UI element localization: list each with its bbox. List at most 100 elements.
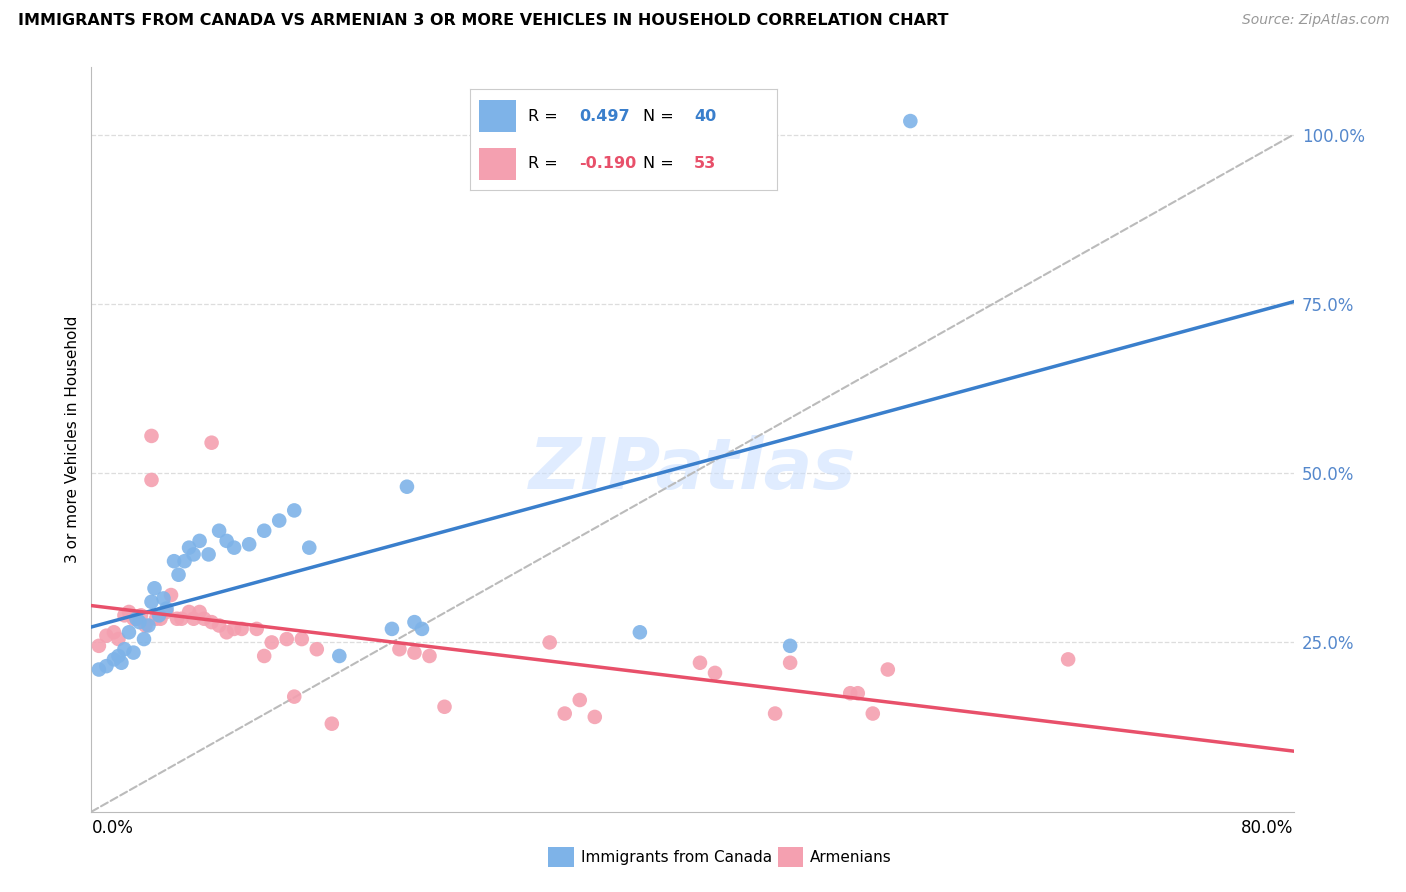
Point: [107, 648, 129, 663]
Point: [395, 480, 418, 494]
Point: [404, 615, 426, 629]
Point: [411, 622, 433, 636]
Point: [208, 524, 231, 538]
Point: [125, 612, 148, 626]
Point: [155, 605, 177, 619]
Point: [167, 567, 190, 582]
Point: [114, 642, 136, 657]
Point: [418, 648, 440, 663]
Point: [132, 632, 155, 646]
Point: [246, 622, 269, 636]
Point: [433, 699, 456, 714]
Text: 80.0%: 80.0%: [1241, 819, 1294, 838]
Point: [110, 656, 132, 670]
Point: [149, 612, 172, 626]
Point: [269, 514, 291, 528]
Point: [704, 665, 727, 680]
Point: [628, 625, 651, 640]
Text: IMMIGRANTS FROM CANADA VS ARMENIAN 3 OR MORE VEHICLES IN HOUSEHOLD CORRELATION C: IMMIGRANTS FROM CANADA VS ARMENIAN 3 OR …: [18, 13, 949, 29]
Point: [238, 537, 260, 551]
Point: [862, 706, 884, 721]
Point: [1057, 652, 1080, 666]
Point: [141, 473, 163, 487]
Point: [201, 435, 224, 450]
Point: [87, 663, 110, 677]
Point: [846, 686, 869, 700]
Point: [163, 554, 186, 568]
Point: [321, 716, 343, 731]
Point: [118, 605, 141, 619]
Point: [283, 690, 305, 704]
Point: [103, 625, 125, 640]
Point: [538, 635, 561, 649]
Point: [166, 612, 188, 626]
Point: [215, 533, 238, 548]
Point: [87, 639, 110, 653]
Point: [148, 608, 170, 623]
Point: [253, 648, 276, 663]
Point: [689, 656, 711, 670]
Point: [291, 632, 314, 646]
Point: [260, 635, 283, 649]
Point: [96, 659, 118, 673]
Text: Armenians: Armenians: [810, 850, 891, 864]
Text: ZIPatlas: ZIPatlas: [529, 434, 856, 504]
Point: [779, 656, 801, 670]
Point: [107, 632, 129, 646]
Point: [224, 541, 246, 555]
Point: [155, 601, 177, 615]
Point: [188, 605, 211, 619]
Point: [224, 622, 246, 636]
Point: [208, 618, 231, 632]
Point: [583, 710, 606, 724]
Point: [118, 625, 141, 640]
Point: [404, 646, 426, 660]
Point: [173, 554, 195, 568]
Point: [103, 652, 125, 666]
Point: [763, 706, 786, 721]
Point: [145, 612, 167, 626]
Point: [170, 612, 193, 626]
Point: [554, 706, 576, 721]
Point: [193, 612, 215, 626]
Point: [160, 588, 183, 602]
Point: [122, 646, 145, 660]
Point: [141, 595, 163, 609]
Point: [276, 632, 298, 646]
Text: 0.0%: 0.0%: [91, 819, 134, 838]
Point: [183, 548, 205, 562]
Point: [568, 693, 591, 707]
Point: [138, 618, 160, 632]
Text: Source: ZipAtlas.com: Source: ZipAtlas.com: [1241, 13, 1389, 28]
Point: [177, 605, 200, 619]
Point: [134, 618, 156, 632]
Point: [125, 612, 148, 626]
Point: [128, 615, 150, 629]
Point: [143, 582, 166, 596]
Point: [215, 625, 238, 640]
Point: [96, 629, 118, 643]
Point: [779, 639, 801, 653]
Point: [898, 114, 921, 128]
Point: [201, 615, 224, 629]
Text: Immigrants from Canada: Immigrants from Canada: [581, 850, 772, 864]
Point: [183, 612, 205, 626]
Point: [114, 608, 136, 623]
Y-axis label: 3 or more Vehicles in Household: 3 or more Vehicles in Household: [65, 316, 80, 563]
Point: [328, 648, 350, 663]
Point: [177, 541, 200, 555]
Point: [152, 591, 174, 606]
Point: [298, 541, 321, 555]
Point: [122, 612, 145, 626]
Point: [197, 548, 219, 562]
Point: [381, 622, 404, 636]
Point: [305, 642, 328, 657]
Point: [129, 608, 152, 623]
Point: [231, 622, 253, 636]
Point: [283, 503, 305, 517]
Point: [188, 533, 211, 548]
Point: [839, 686, 862, 700]
Point: [141, 429, 163, 443]
Point: [388, 642, 411, 657]
Point: [253, 524, 276, 538]
